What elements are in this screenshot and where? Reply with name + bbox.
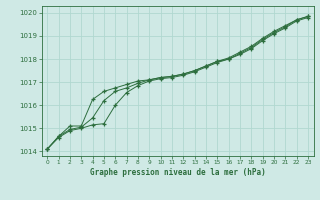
X-axis label: Graphe pression niveau de la mer (hPa): Graphe pression niveau de la mer (hPa)	[90, 168, 266, 177]
